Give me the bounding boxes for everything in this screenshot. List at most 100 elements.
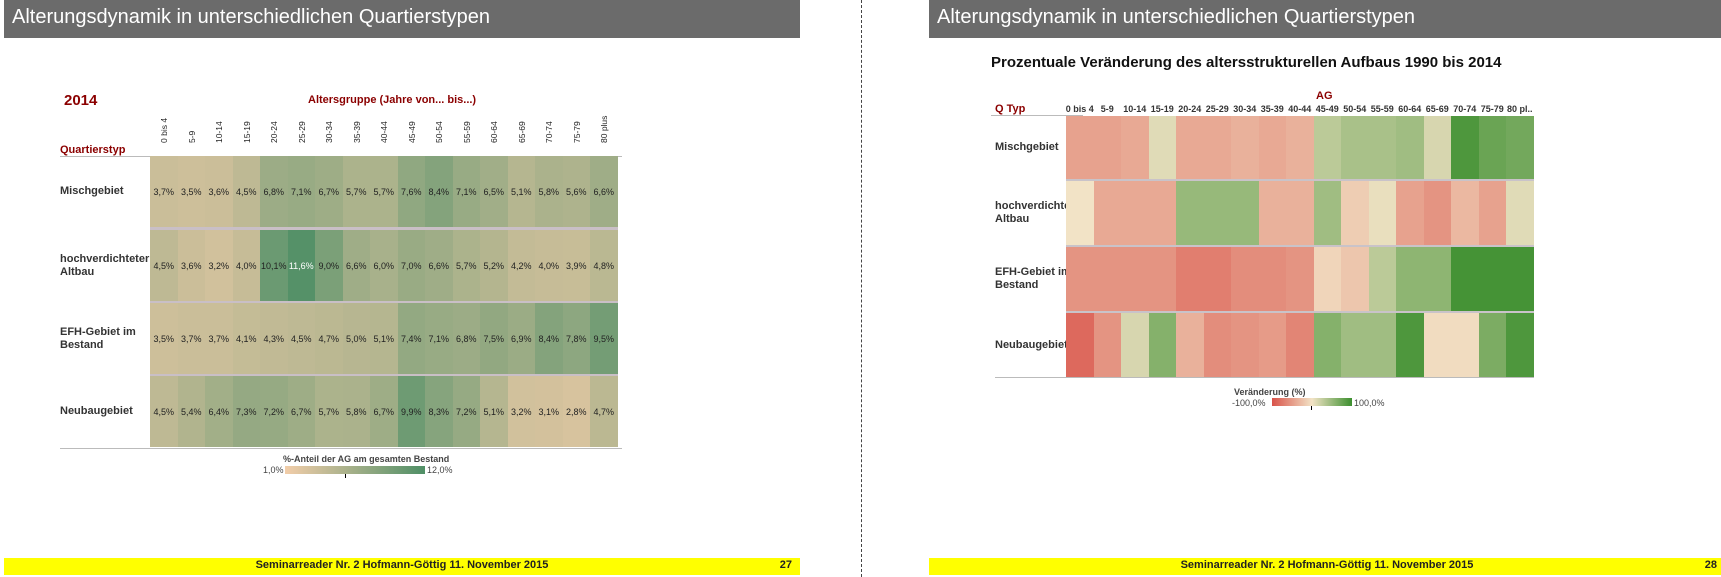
row-label-2: EFH-Gebiet im Bestand [995, 266, 1071, 292]
col-label-16: 80 plus [599, 115, 609, 143]
heatmap-cell [562, 376, 591, 447]
cell-value: 5,7% [345, 186, 367, 197]
heatmap-cell [1423, 116, 1452, 179]
heatmap-cell [535, 230, 563, 301]
heatmap-cell [1176, 247, 1204, 311]
heatmap-cell [1451, 313, 1479, 377]
heatmap-cell [315, 230, 343, 301]
heatmap-cell [177, 156, 206, 227]
row-separator [150, 227, 618, 230]
heatmap-cell [452, 376, 481, 447]
heatmap-cell [150, 376, 178, 447]
heatmap-cell [1231, 116, 1259, 179]
row-label-0: Mischgebiet [995, 141, 1059, 154]
row-label-line: Bestand [995, 279, 1039, 291]
cell-value: 8,4% [428, 186, 449, 197]
heatmap-cell [315, 303, 343, 374]
page-number: 28 [1704, 559, 1717, 571]
cell-value: 9,9% [400, 406, 422, 417]
col-label-8: 40-44 [379, 121, 389, 143]
heatmap-cell [342, 156, 371, 227]
heatmap-cell [1478, 181, 1507, 245]
row-label-line: EFH-Gebiet im [60, 325, 136, 338]
col-label-13: 65-69 [516, 121, 527, 143]
heatmap-cell [1368, 313, 1397, 377]
heatmap-cell [150, 156, 178, 227]
heatmap-cell [1313, 247, 1342, 311]
heatmap-cell [425, 376, 453, 447]
heatmap-cell [507, 230, 536, 301]
heatmap-cell [1176, 116, 1204, 179]
heatmap-cell [1478, 116, 1507, 179]
legend-min: 1,0% [263, 465, 284, 475]
cell-value: 4,5% [235, 186, 257, 197]
heatmap-cell [370, 230, 398, 301]
heatmap-cell [1396, 247, 1424, 311]
cell-value: 8,4% [538, 333, 559, 344]
cell-value: 3,6% [180, 260, 202, 271]
row-axis-label: Quartierstyp [60, 144, 126, 156]
heatmap-cell [1176, 313, 1204, 377]
heatmap-cell [1286, 247, 1314, 311]
row-separator [1066, 311, 1534, 314]
heatmap-cell [397, 230, 426, 301]
cell-value: 6,0% [373, 260, 394, 271]
heatmap-cell [1258, 181, 1287, 245]
legend-max: 100,0% [1354, 398, 1385, 408]
heatmap-cell [590, 303, 618, 374]
cell-value: 7,1% [428, 333, 449, 344]
cell-value: 4,2% [510, 260, 532, 271]
col-label-9: 45-49 [1315, 104, 1339, 114]
heatmap-cell [205, 156, 233, 227]
cell-value: 3,5% [180, 186, 202, 197]
heatmap-cell [232, 230, 261, 301]
col-label-14: 70-74 [544, 121, 554, 143]
heatmap-cell [452, 303, 481, 374]
heatmap-cell [1423, 313, 1452, 377]
heatmap-cell [287, 230, 316, 301]
col-label-1: 5-9 [186, 130, 197, 143]
heatmap-cell [535, 156, 563, 227]
cell-value: 6,6% [345, 260, 367, 271]
row-label-line: Mischgebiet [60, 185, 124, 197]
legend-tick [345, 474, 346, 478]
heatmap-cell [287, 303, 316, 374]
heatmap-cell [370, 156, 398, 227]
heatmap-cell [1148, 116, 1177, 179]
heatmap-cell [590, 376, 618, 447]
cell-value: 5,0% [345, 333, 367, 344]
heatmap-cell [1341, 247, 1369, 311]
footer-text: Seminarreader Nr. 2 Hofmann-Göttig 11. N… [255, 559, 549, 571]
heatmap-cell [315, 376, 343, 447]
slide-27: Alterungsdynamik in unterschiedlichen Qu… [4, 0, 800, 577]
heatmap-cell [1148, 313, 1177, 377]
col-label-8: 40-44 [1288, 104, 1312, 114]
cell-value: 6,8% [263, 186, 284, 197]
heatmap-cell [1093, 247, 1122, 311]
cell-value: 7,4% [400, 333, 422, 344]
row-label-2: EFH-Gebiet im Bestand [60, 326, 136, 352]
heatmap-cell [1121, 116, 1149, 179]
col-label-0: 0 bis 4 [159, 117, 169, 143]
heatmap-cell [1203, 181, 1232, 245]
cell-value: 4,5% [153, 260, 174, 271]
col-label-7: 35-39 [1260, 104, 1284, 114]
heatmap-cell [507, 376, 536, 447]
cell-value: 7,2% [263, 406, 284, 417]
heatmap-cell [1203, 313, 1232, 377]
heatmap-cell [1231, 181, 1259, 245]
footer-text: Seminarreader Nr. 2 Hofmann-Göttig 11. N… [1180, 559, 1474, 571]
cell-value: 11,6% [288, 260, 314, 271]
row-label-line: hochverdichteter [995, 200, 1085, 212]
row-label-1: hochverdichteter Altbau [995, 200, 1084, 226]
cell-value: 5,7% [318, 406, 339, 417]
heatmap-cell [1203, 247, 1232, 311]
cell-value: 3,9% [565, 260, 587, 271]
cell-value: 7,3% [235, 406, 257, 417]
legend-title: %-Anteil der AG am gesamten Bestand [283, 454, 450, 464]
bottom-line [995, 377, 1534, 378]
row-separator [150, 374, 618, 377]
chart-year: 2014 [64, 92, 98, 109]
row-label-3: Neubaugebiet [995, 339, 1068, 352]
heatmap-cell [1341, 313, 1369, 377]
